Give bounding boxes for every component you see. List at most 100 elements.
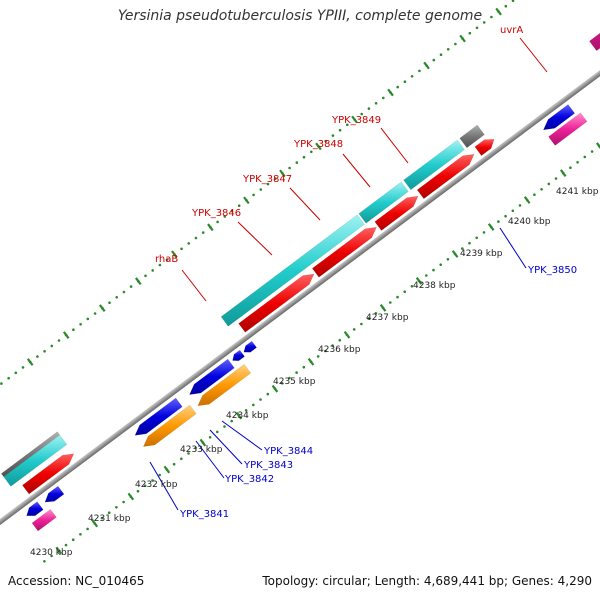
tick-dot (418, 69, 421, 73)
kbp-labels: 4230 kbp 4231 kbp 4232 kbp 4233 kbp 4234 kbp… (30, 187, 599, 558)
tick-dot (403, 80, 407, 83)
tick-dot (482, 21, 486, 24)
tick-dot (576, 161, 579, 164)
tick-dot (302, 155, 306, 159)
tick-dot (79, 533, 82, 536)
cds-uvra-magenta (589, 32, 600, 52)
tick-dot (518, 204, 522, 207)
major-tick (243, 196, 250, 205)
cds-blue-3850 (542, 104, 576, 131)
tick-dot (403, 290, 407, 294)
tick-dot (252, 193, 255, 197)
major-tick (423, 61, 430, 70)
tick-dot (482, 231, 486, 234)
leader-line (149, 461, 179, 511)
tick-dot (310, 150, 313, 154)
tick-dot (461, 247, 464, 250)
tick-dot (540, 188, 543, 191)
cds-magenta-a (31, 508, 57, 532)
leader-line (181, 269, 207, 302)
leader-line (195, 440, 225, 479)
major-tick (343, 330, 351, 339)
leader-line (221, 420, 263, 451)
tick-dot (432, 268, 435, 272)
tick-dot (439, 53, 443, 56)
tick-dot (259, 398, 262, 401)
tick-dot (244, 409, 248, 412)
tick-dot (273, 177, 277, 180)
backbone (0, 52, 600, 536)
tick-dot (346, 123, 349, 127)
tick-dot (367, 107, 371, 110)
cds-orange-3841 (142, 404, 197, 447)
kbp-label: 4240 kbp (508, 217, 551, 227)
tick-dot (374, 312, 378, 315)
tick-dot (367, 317, 370, 320)
tick-dot (389, 301, 392, 304)
major-tick (199, 438, 207, 447)
tick-dot (143, 484, 147, 488)
cds-blue-3841 (134, 397, 183, 436)
tick-dot (72, 328, 75, 332)
kbp-label: 4241 kbp (556, 187, 599, 197)
tick-dot (107, 511, 111, 514)
tick-dot (36, 355, 39, 358)
cds-red-1 (22, 453, 75, 495)
cds-blue-3842 (189, 358, 235, 395)
tick-dot (165, 258, 169, 261)
tick-dot (396, 295, 399, 299)
tick-dot (266, 392, 270, 396)
tick-dot (259, 188, 263, 191)
major-tick (62, 331, 70, 339)
tick-dot (122, 290, 126, 294)
major-tick (595, 142, 600, 149)
tick-dot (302, 365, 306, 369)
tick-dot (547, 182, 551, 186)
tick-dot (266, 182, 270, 186)
major-tick (523, 196, 531, 204)
cds-red-4 (416, 153, 475, 200)
tick-dot (93, 312, 97, 315)
cds-ypk3845-outer (3, 434, 68, 487)
cds-ypk3849-gray (459, 124, 485, 149)
tick-dot (554, 177, 558, 180)
tick-dot (360, 112, 364, 116)
tick-dot (71, 538, 75, 541)
kbp-label: 4230 kbp (30, 548, 73, 558)
major-tick (487, 223, 495, 231)
tick-dot (569, 166, 572, 169)
tick-dot (230, 209, 234, 213)
reverse-gene-label: YPK_3841 (179, 509, 229, 520)
tick-dot (57, 339, 61, 342)
tick-dot (223, 425, 226, 428)
tick-dot (338, 338, 342, 342)
tick-dot (144, 274, 147, 278)
major-tick (379, 304, 387, 312)
tick-dot (374, 102, 378, 105)
major-tick (307, 357, 315, 366)
tick-dot (360, 322, 363, 326)
tick-dot (43, 350, 46, 353)
cds-orange-3842 (197, 363, 252, 407)
leader-line (380, 127, 409, 164)
major-tick (163, 465, 171, 474)
summary-text: Topology: circular; Length: 4,689,441 bp… (262, 574, 592, 588)
major-tick (415, 277, 423, 285)
tick-dot (439, 263, 443, 267)
tick-dot (410, 285, 414, 288)
major-tick (451, 250, 459, 258)
leader-line (519, 37, 548, 73)
major-tick (279, 169, 286, 178)
tick-dot (122, 500, 125, 504)
tick-dot (331, 134, 335, 137)
kbp-label: 4235 kbp (273, 377, 316, 387)
cds-rhab-cyan (220, 214, 365, 327)
major-tick (315, 142, 322, 151)
cds-blue-a (26, 501, 44, 517)
major-tick (91, 519, 99, 528)
tick-dot (14, 371, 18, 375)
tick-dot (446, 258, 450, 261)
tick-dot (237, 204, 241, 207)
tick-dot (504, 4, 508, 8)
leader-line (237, 221, 273, 256)
